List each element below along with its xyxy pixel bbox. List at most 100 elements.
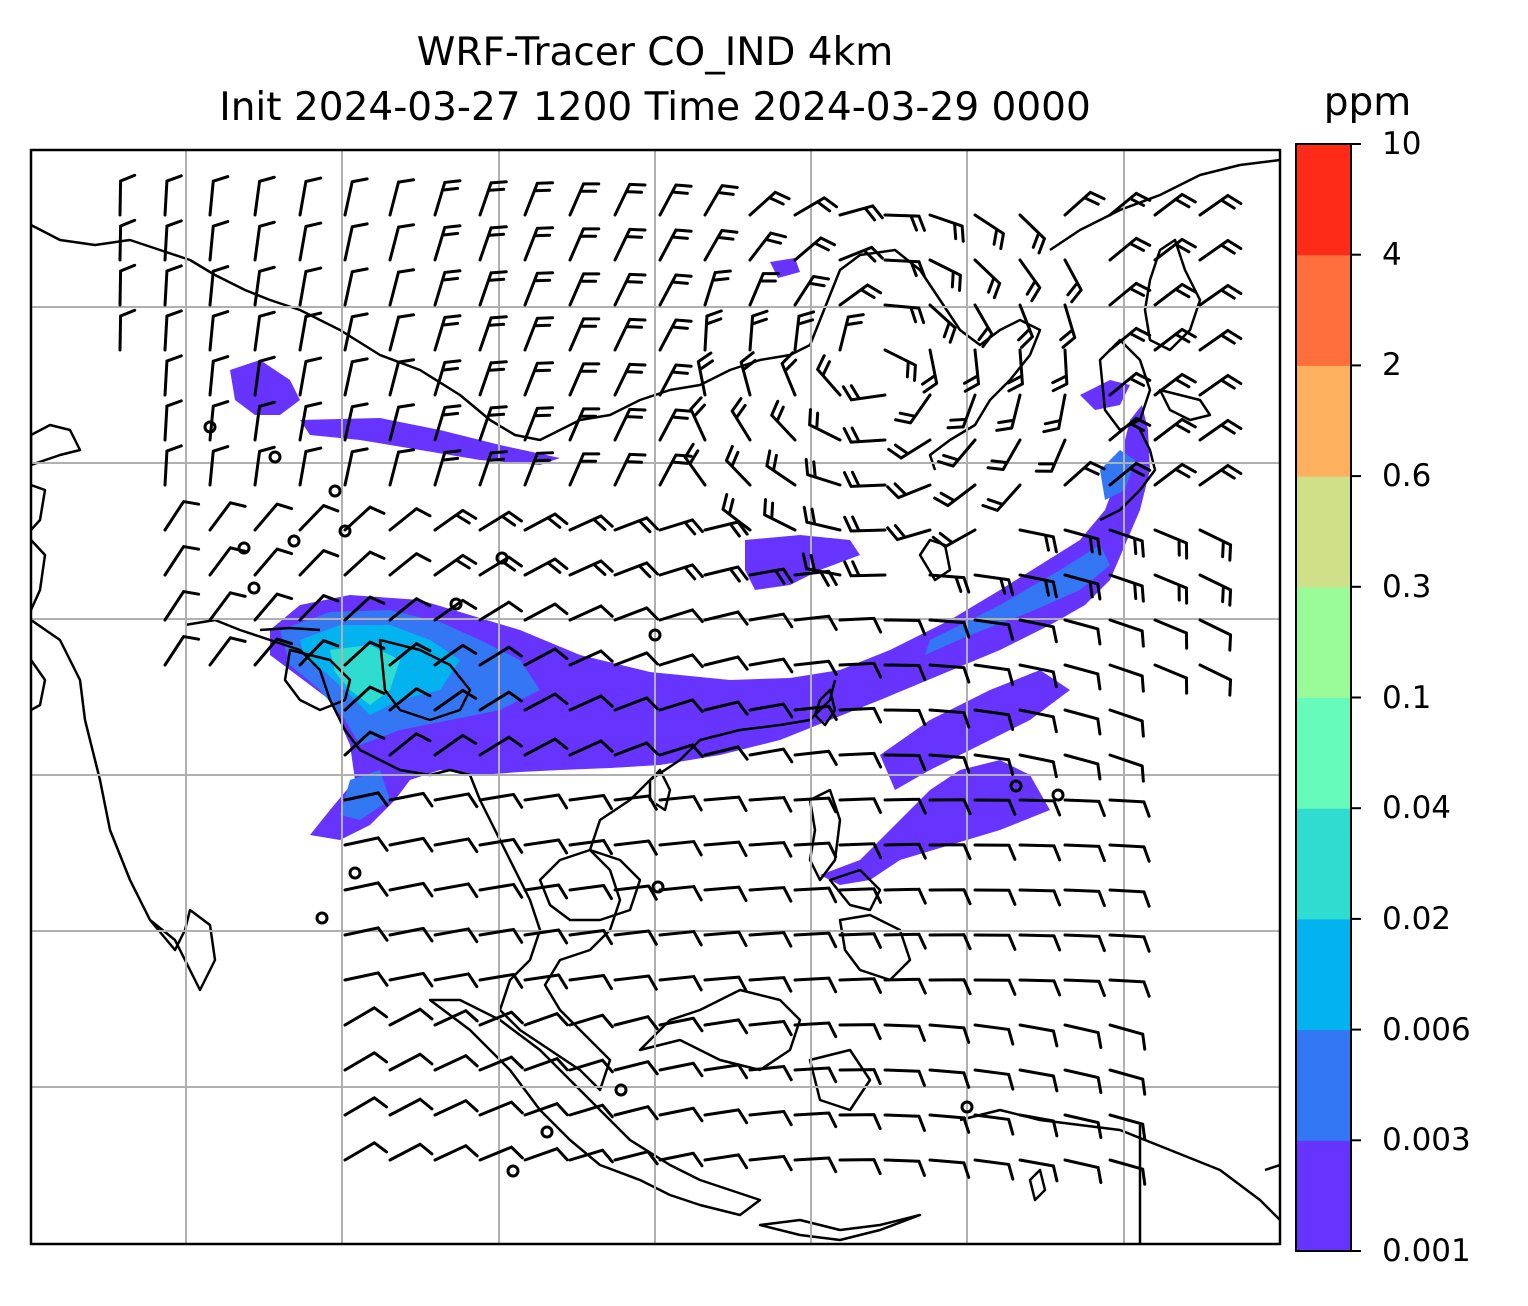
wind-barb [523, 316, 555, 352]
wind-barb [748, 841, 793, 858]
wind-barb [1018, 573, 1058, 599]
wind-barb [1153, 462, 1197, 487]
wind-barb [1063, 843, 1106, 863]
wind-barb [748, 309, 769, 352]
wind-barb [568, 839, 614, 856]
wind-barb [523, 692, 569, 712]
wind-barb [343, 881, 389, 897]
wind-barb [118, 218, 137, 262]
wind-barb [793, 1021, 838, 1039]
wind-barb [613, 452, 647, 487]
wind-barb [1108, 843, 1151, 863]
colorbar-segment [1296, 586, 1351, 698]
wind-barb [478, 1055, 524, 1072]
wind-barb [748, 1109, 793, 1127]
colorbar-segment [1296, 918, 1351, 1031]
wind-barb [1108, 663, 1145, 693]
wind-barb [478, 792, 524, 809]
calm-wind-marker [247, 581, 261, 595]
wind-barb [118, 263, 137, 307]
calm-wind-marker [614, 1083, 628, 1097]
wind-barb [748, 931, 793, 948]
wind-barb [1108, 236, 1152, 262]
wind-barb [1108, 528, 1145, 558]
wind-barb [973, 1023, 1015, 1046]
wind-barb [748, 190, 791, 217]
wind-barb [1018, 258, 1042, 303]
colorbar-segment [1296, 697, 1351, 809]
wind-barb [568, 694, 614, 712]
wind-barb [478, 1010, 524, 1027]
wind-barb [253, 502, 294, 532]
wind-barb [1063, 753, 1102, 781]
wind-barb [343, 685, 386, 712]
wind-barb [343, 791, 389, 807]
wind-barb [658, 1151, 704, 1168]
wind-barb [433, 792, 479, 809]
wind-barb [1153, 663, 1189, 695]
wind-barb [343, 595, 386, 622]
wind-barb [163, 354, 183, 397]
wind-barb [703, 309, 723, 352]
calm-wind-marker [449, 597, 463, 611]
wind-barb [478, 645, 523, 667]
wind-barb [1108, 618, 1145, 648]
wind-barb [208, 636, 247, 667]
wind-barb [748, 702, 794, 719]
wind-barb [568, 649, 614, 667]
wind-barb [163, 264, 183, 307]
wind-barb [433, 1054, 479, 1072]
wind-barb [433, 643, 478, 667]
wind-barb [838, 245, 884, 263]
wind-barb [118, 308, 137, 352]
calm-wind-marker [651, 880, 665, 894]
wind-barb [523, 883, 569, 900]
calm-markers [203, 420, 1065, 1178]
wind-barb [748, 657, 794, 674]
wind-barb [568, 974, 614, 991]
wind-barb [433, 359, 462, 397]
wind-barb [433, 179, 462, 217]
wind-barb [253, 637, 294, 667]
wind-barb [1108, 326, 1152, 352]
wind-barb [883, 348, 917, 382]
wind-barb [613, 839, 658, 856]
wind-barb [478, 882, 524, 899]
wind-barb [658, 563, 704, 581]
wind-barb [1063, 663, 1102, 691]
wind-barb [973, 708, 1015, 731]
wind-barb [703, 1153, 749, 1170]
wind-barb [568, 1013, 614, 1029]
wind-barb [253, 445, 276, 487]
wind-barb [613, 272, 647, 307]
wind-barb [433, 882, 479, 899]
wind-barb [748, 1019, 793, 1037]
wind-barb [703, 565, 749, 583]
wind-barb [343, 222, 369, 262]
wind-barb [703, 269, 732, 307]
wind-barb [703, 1108, 749, 1125]
wind-barb [838, 977, 883, 994]
wind-barb [613, 741, 659, 757]
wind-barb [1063, 258, 1083, 304]
wind-barb [1108, 978, 1151, 998]
wind-barb [973, 933, 1017, 951]
wind-barb [163, 309, 183, 352]
wind-barb [253, 175, 276, 217]
wind-barb [763, 498, 797, 532]
calm-wind-marker [338, 524, 352, 538]
wind-barb [703, 520, 749, 538]
wind-barb [793, 659, 838, 676]
map-frame [29, 148, 1282, 1246]
wind-barb [568, 1103, 614, 1119]
wind-barb [986, 438, 1022, 472]
wind-barb [793, 976, 838, 994]
wind-barb [388, 732, 432, 757]
wind-barb [613, 606, 659, 622]
wind-barb [1018, 618, 1058, 644]
wind-barb [793, 614, 838, 631]
wind-barb [658, 975, 703, 992]
plume-region [745, 535, 860, 590]
wind-barb [388, 1007, 434, 1027]
wind-barb [1108, 573, 1145, 603]
